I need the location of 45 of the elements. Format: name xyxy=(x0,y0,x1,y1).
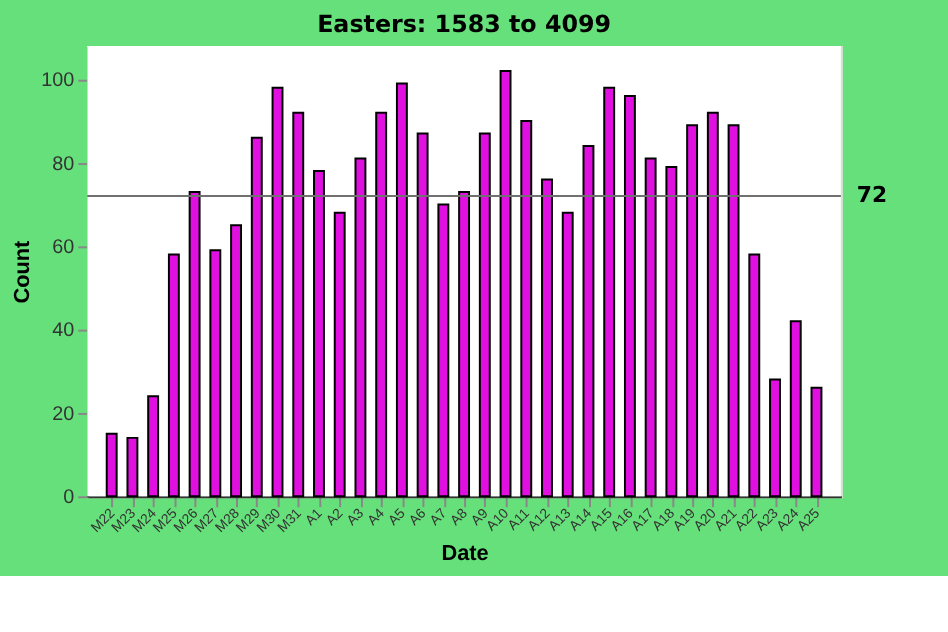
bar xyxy=(105,432,118,498)
bar xyxy=(292,111,305,498)
bar xyxy=(810,386,823,498)
bar xyxy=(209,249,222,498)
bar xyxy=(375,111,388,498)
bar xyxy=(188,190,201,498)
bar xyxy=(437,203,450,498)
bar xyxy=(541,178,553,498)
bar xyxy=(230,224,243,498)
y-tick-label: 40 xyxy=(52,320,76,343)
y-tick-label: 100 xyxy=(41,70,76,93)
bar xyxy=(478,132,491,498)
bar xyxy=(769,378,781,498)
bar xyxy=(520,120,533,498)
bar xyxy=(789,320,802,498)
bar xyxy=(561,211,574,498)
y-tick-label: 20 xyxy=(52,403,76,426)
y-axis-title: Count xyxy=(11,239,36,304)
bar xyxy=(147,395,160,498)
bar xyxy=(665,165,678,498)
bar xyxy=(271,86,284,498)
bar xyxy=(686,124,699,498)
bar xyxy=(458,190,471,498)
bar xyxy=(706,111,719,498)
y-tick-label: 60 xyxy=(52,237,76,260)
bar xyxy=(354,157,367,498)
y-tick-label: 0 xyxy=(63,487,76,510)
bar xyxy=(644,157,657,498)
bar xyxy=(167,253,180,498)
y-tick-label: 80 xyxy=(52,153,76,176)
bar xyxy=(582,145,595,498)
chart-title: Easters: 1583 to 4099 xyxy=(317,10,612,39)
bar xyxy=(395,82,408,498)
ref-line-label: 72 xyxy=(856,182,888,209)
bar xyxy=(603,86,616,498)
bar xyxy=(499,70,512,498)
bar xyxy=(313,170,325,498)
bar xyxy=(333,211,346,498)
bar xyxy=(250,136,263,498)
bar xyxy=(727,124,740,498)
bar xyxy=(126,436,139,498)
bar xyxy=(623,95,636,498)
x-axis-title: Date xyxy=(441,542,489,567)
bar xyxy=(416,132,429,498)
bar xyxy=(748,253,761,498)
